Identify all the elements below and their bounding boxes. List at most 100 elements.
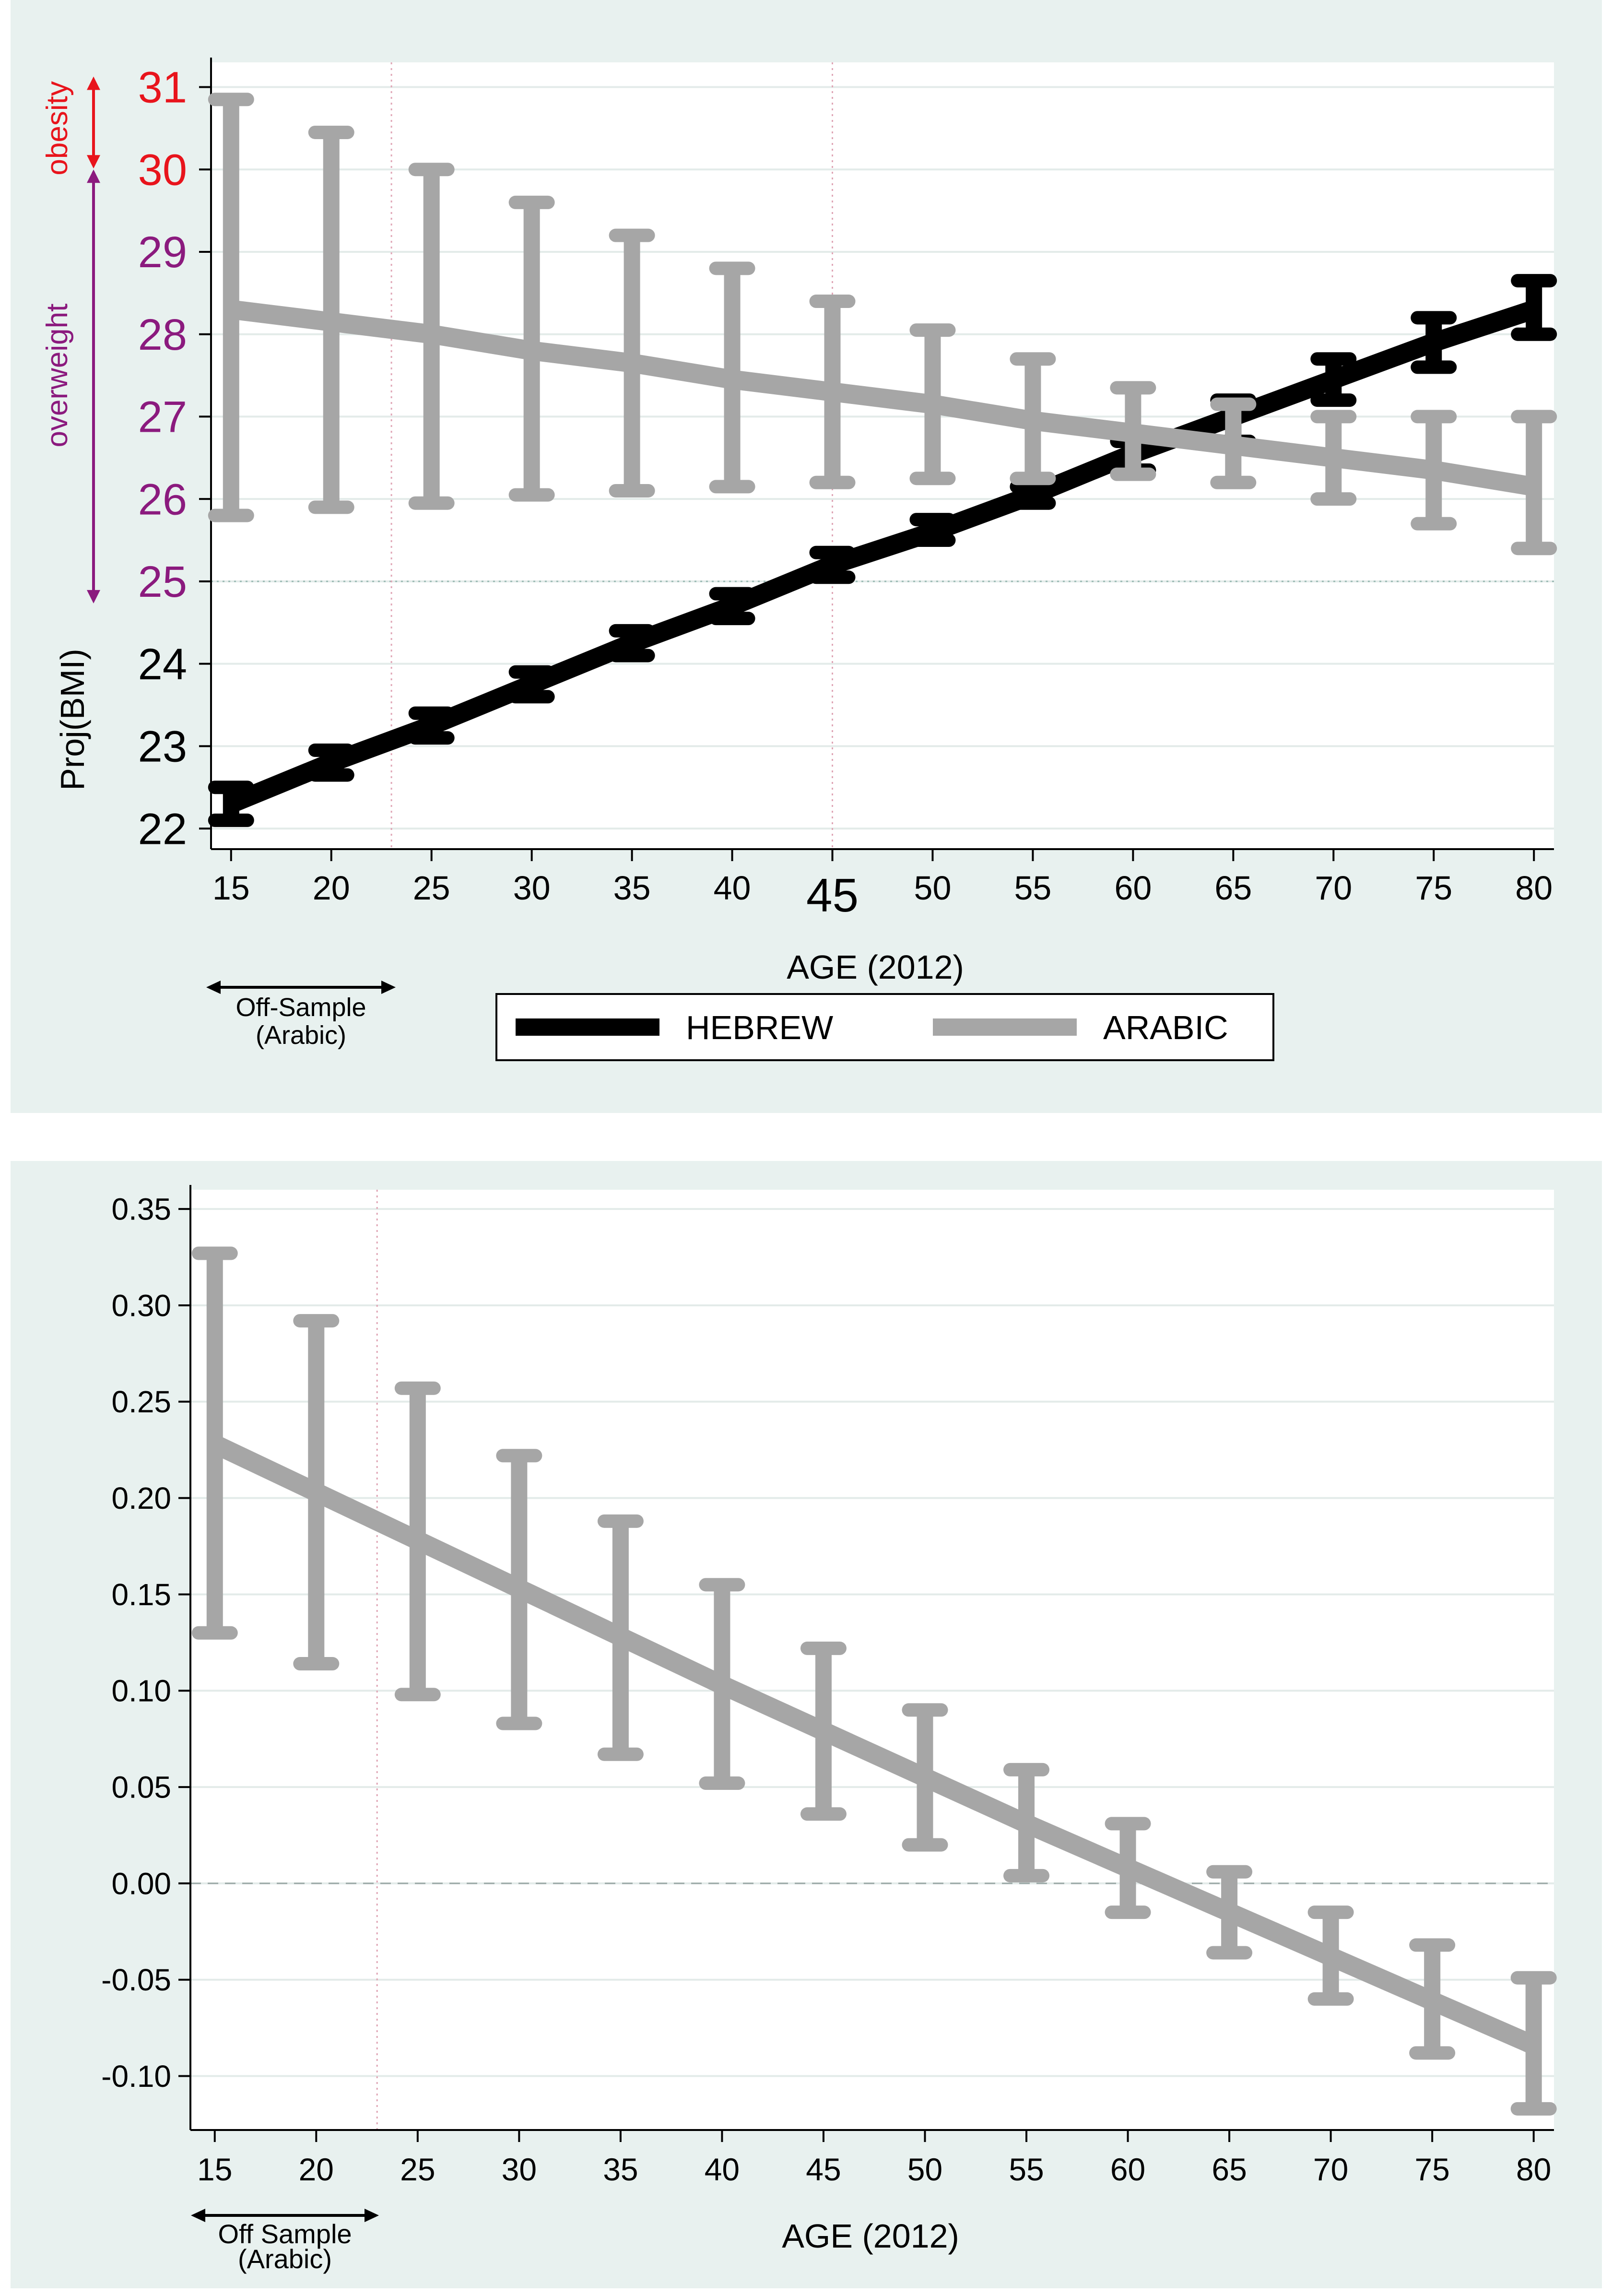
bottom-reference-lines [190,1190,1554,2130]
bottom-x-tick-labels: 15 20 25 30 35 40 45 50 55 60 65 70 75 80 [197,2152,1551,2187]
y-tick-label--0.10: -0.10 [101,2059,171,2094]
top-x-tick-labels: 15 20 25 30 35 40 45 50 55 60 65 70 75 80 [212,869,1553,922]
bottom-y-tick-labels: -0.10 -0.05 0.00 0.05 0.10 0.15 0.20 0.25 0.30 0.… [101,1192,171,2094]
arabic-point-40 [724,372,740,388]
top-x-axis-title: AGE (2012) [787,948,964,986]
y-tick-label-0.30: 0.30 [111,1288,171,1323]
arabic-point-60 [1120,1860,1136,1876]
x-tick-label-25: 25 [400,2152,435,2187]
x-tick-label-75: 75 [1415,869,1452,907]
arabic-point-75 [1426,462,1442,478]
bottom-series [191,1246,1557,2116]
hebrew-point-30 [524,676,540,692]
hebrew-point-25 [424,718,439,734]
y-tick-label-23: 23 [138,722,187,771]
top-y-tick-labels: 22 23 24 25 26 27 28 29 30 31 [138,63,187,854]
off-sample-arrow-left [206,981,221,994]
y-tick-label-0.35: 0.35 [111,1192,171,1227]
x-tick-label-25: 25 [413,869,450,907]
arabic-point-35 [612,1629,628,1645]
arabic-point-55 [1019,1816,1035,1832]
hebrew-point-50 [925,524,941,540]
y-tick-label-0.00: 0.00 [111,1866,171,1901]
off-sample-arrow-left [191,2209,205,2222]
top-y-axis-title: Proj(BMI) [54,649,91,791]
arabic-point-50 [925,396,941,412]
off-sample-label-line2: (Arabic) [238,2244,332,2274]
y-tick-label-0.15: 0.15 [111,1577,171,1612]
y-tick-label-0.10: 0.10 [111,1674,171,1708]
x-tick-label-45: 45 [806,869,859,922]
hebrew-point-35 [624,635,640,651]
x-tick-label-65: 65 [1214,869,1252,907]
overweight-arrow-bottom [87,590,100,604]
hebrew-point-20 [323,755,339,770]
arabic-point-30 [524,343,540,359]
x-tick-label-15: 15 [197,2152,232,2187]
hebrew-point-70 [1326,372,1341,388]
arabic-point-65 [1222,1905,1237,1920]
bottom-annotations: Off Sample(Arabic) [191,2209,379,2274]
x-tick-label-40: 40 [705,2152,740,2187]
y-tick-label-0.25: 0.25 [111,1385,171,1419]
x-tick-label-50: 50 [907,2152,942,2187]
x-tick-label-40: 40 [714,869,751,907]
arabic-point-70 [1323,1949,1339,1965]
x-tick-label-65: 65 [1212,2152,1247,2187]
obesity-label: obesity [41,81,74,175]
top-series [208,93,1557,827]
x-tick-label-45: 45 [806,2152,841,2187]
x-tick-label-80: 80 [1516,2152,1551,2187]
arabic-point-70 [1326,450,1341,466]
arabic-point-60 [1125,425,1141,441]
top-legend: HEBREW ARABIC [495,993,1274,1061]
off-sample-label-line2: (Arabic) [256,1021,346,1050]
y-tick-label-0.20: 0.20 [111,1481,171,1515]
arabic-point-55 [1025,413,1041,429]
off-sample-arrow-right [365,2209,379,2222]
arabic-point-65 [1225,438,1241,453]
arabic-point-75 [1424,1993,1440,2009]
y-tick-label-0.05: 0.05 [111,1770,171,1804]
arabic-point-80 [1526,2037,1541,2053]
x-tick-label-80: 80 [1515,869,1553,907]
hebrew-point-75 [1426,334,1442,350]
x-tick-label-20: 20 [299,2152,334,2187]
arabic-point-45 [824,384,840,400]
arabic-line [230,300,1536,497]
arabic-point-20 [308,1484,324,1500]
x-tick-label-70: 70 [1313,2152,1348,2187]
obesity-arrow-top [87,76,100,90]
arabic-point-30 [511,1581,527,1597]
obesity-arrow-bottom [87,155,100,169]
hebrew-point-15 [223,796,239,812]
x-tick-label-55: 55 [1009,2152,1044,2187]
x-tick-label-30: 30 [513,869,551,907]
x-tick-label-15: 15 [212,869,250,907]
legend-arabic-label: ARABIC [1103,1009,1228,1046]
arabic-point-20 [323,314,339,330]
y-tick-label-28: 28 [138,310,187,359]
y-tick-label-30: 30 [138,145,187,194]
legend-arabic-marker [996,1019,1013,1035]
x-tick-label-35: 35 [603,2152,638,2187]
arabic-line [211,1435,1538,2054]
series-arabic [191,1246,1557,2116]
arabic-point-15 [207,1436,223,1452]
x-tick-label-50: 50 [914,869,952,907]
arabic-point-50 [917,1770,933,1785]
arabic-point-80 [1526,479,1542,495]
legend-hebrew-marker [579,1019,596,1035]
top-annotations: obesity overweight Off-Sample(Arabic) [41,76,396,1050]
y-tick-label-31: 31 [138,63,187,112]
y-tick-label-25: 25 [138,557,187,606]
x-tick-label-60: 60 [1110,2152,1145,2187]
off-sample-arrow-right [381,981,396,994]
series-arabic [208,93,1557,556]
x-tick-label-20: 20 [313,869,350,907]
x-tick-label-55: 55 [1014,869,1051,907]
arabic-point-15 [223,302,239,318]
y-tick-label--0.05: -0.05 [101,1963,171,1997]
legend-hebrew-label: HEBREW [686,1009,833,1046]
